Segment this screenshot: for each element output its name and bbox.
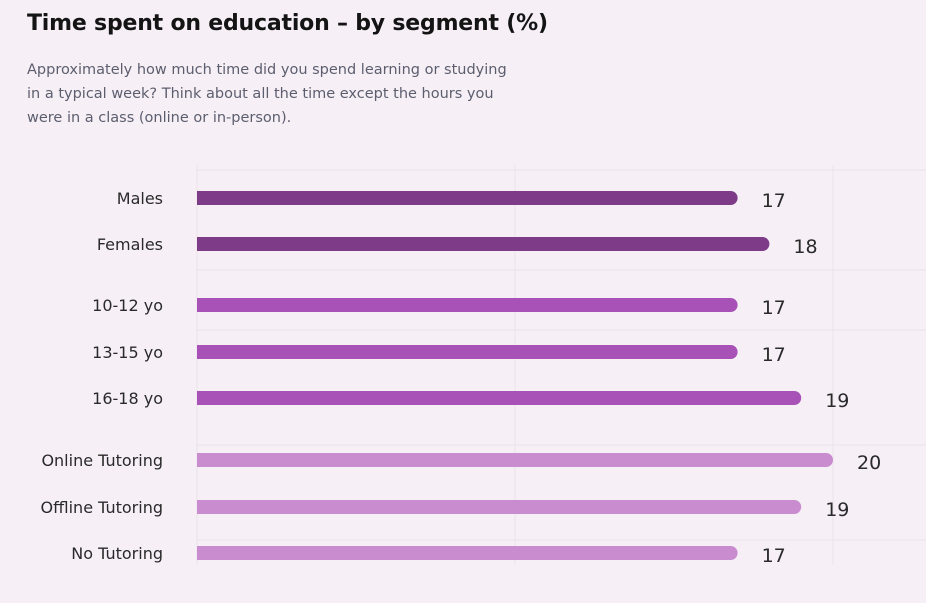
category-label: 13-15 yo [92, 343, 163, 362]
category-label: No Tutoring [71, 544, 163, 563]
bar-left-cap [197, 298, 211, 312]
bar [197, 391, 802, 405]
bar [197, 453, 833, 467]
bar-left-cap [197, 191, 211, 205]
value-label: 19 [825, 499, 849, 521]
bar [197, 191, 738, 205]
chart-title: Time spent on education – by segment (%) [27, 11, 548, 36]
category-label: Females [97, 235, 163, 254]
category-label: Offline Tutoring [41, 498, 163, 517]
value-label: 18 [793, 236, 817, 258]
bar [197, 500, 802, 514]
value-label: 17 [762, 344, 786, 366]
value-label: 17 [762, 190, 786, 212]
bar-left-cap [197, 546, 211, 560]
grid-lines [196, 165, 926, 565]
category-label: Males [117, 189, 163, 208]
bar [197, 546, 738, 560]
value-label: 17 [762, 297, 786, 319]
bar-left-cap [197, 453, 211, 467]
bar [197, 345, 738, 359]
value-label: 17 [762, 545, 786, 567]
category-label: Online Tutoring [41, 451, 163, 470]
bar [197, 237, 770, 251]
chart-subtitle: Approximately how much time did you spen… [27, 62, 507, 126]
value-label: 20 [857, 452, 881, 474]
category-label: 10-12 yo [92, 296, 163, 315]
bar-left-cap [197, 391, 211, 405]
bar [197, 298, 738, 312]
bar-left-cap [197, 237, 211, 251]
bar-left-cap [197, 500, 211, 514]
bar-left-cap [197, 345, 211, 359]
value-label: 19 [825, 390, 849, 412]
category-label: 16-18 yo [92, 389, 163, 408]
